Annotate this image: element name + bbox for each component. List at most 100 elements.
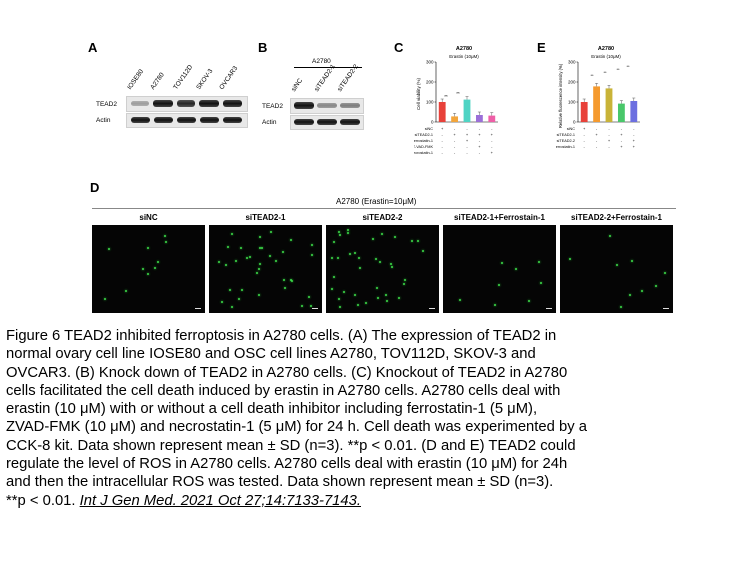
fluorescent-cell [494,304,497,307]
treatment-mark: - [479,126,481,131]
fluorescent-cell [289,239,292,242]
band [294,119,314,125]
figure-caption: Figure 6 TEAD2 inhibited ferroptosis in … [6,327,750,510]
fluorescent-cell [664,272,667,275]
panel-c-sig-2: ** [456,91,460,96]
fluorescent-cell [301,304,304,307]
micrograph-title: siTEAD2-2+Ferrostain-1 [571,213,662,222]
treatment-mark: + [478,132,481,137]
fluorescent-cell [221,301,224,304]
fluorescent-cell [227,246,229,249]
panel-e-axes: 300 200 100 0 [568,60,640,125]
y-tick-label: 300 [426,60,434,65]
bar [580,102,588,122]
fluorescent-cell [258,267,261,270]
scale-bar [663,308,669,309]
panel-a-letter: A [88,40,98,55]
panel-a-row-actin: Actin [96,117,111,124]
fluorescent-cell [330,287,333,290]
fluorescent-cell [376,286,379,289]
fluorescent-cell [156,261,159,264]
fluorescent-cell [217,261,220,264]
treatment-mark: - [608,126,610,131]
panel-b-tead2-blot [290,98,364,114]
treatment-mark: - [584,138,586,143]
treatment-mark: - [442,144,444,149]
treatment-mark: + [583,126,586,131]
fluorescent-cell [654,285,657,288]
band [131,117,150,123]
panel-e-bars [580,83,638,122]
fluorescent-cell [364,301,367,304]
treatment-mark: - [633,132,635,137]
fluorescent-cell [141,268,144,271]
treatment-mark: + [491,132,494,137]
treatment-mark: - [466,150,468,155]
treatment-row-label: Ferrostatin-1 [414,139,433,143]
y-tick-label: 200 [426,80,434,85]
fluorescent-cell [398,296,400,299]
treatment-mark: - [454,150,456,155]
treatment-row-label: Ferrostatin-1 [556,145,575,149]
fluorescent-cell [569,257,572,260]
panel-b-row-actin: Actin [262,119,277,126]
band [223,100,242,107]
caption-citation-link[interactable]: Int J Gen Med. 2021 Oct 27;14:7133-7143. [79,492,361,509]
treatment-row-label: siNC [567,127,575,131]
treatment-mark: + [466,138,469,143]
fluorescent-cell [163,234,166,237]
treatment-mark: + [633,138,636,143]
treatment-mark: - [479,150,481,155]
panel-e-title: A2780 [598,46,614,52]
fluorescent-cell [515,267,518,270]
panel-d-header: A2780 (Erastin=10μM) [336,197,417,206]
panel-a-tead2-blot [126,96,248,112]
fluorescent-cell [390,263,393,266]
bar [488,115,496,122]
treatment-mark: - [454,144,456,149]
fluorescent-cell [342,290,345,293]
fluorescent-cell [422,249,425,252]
fluorescent-cell [231,232,234,235]
band [340,103,360,108]
band [317,119,337,125]
treatment-mark: - [584,132,586,137]
treatment-row-label: siNC [425,127,433,131]
panel-c-title: A2780 [456,46,472,52]
panel-c-bars [438,96,496,122]
fluorescent-cell [258,294,261,297]
lane-label: SKOV-3 [195,67,215,91]
fluorescent-cell [275,260,278,263]
lane-label: A2780 [149,71,166,91]
panel-a-actin-blot [126,113,248,128]
treatment-mark: - [633,126,635,131]
treatment-mark: - [608,144,610,149]
y-tick-label: 100 [568,100,576,105]
treatment-mark: - [608,132,610,137]
fluorescent-cell [261,247,264,250]
micrograph-title: siTEAD2-1 [245,213,286,222]
scale-bar [312,308,318,309]
band [177,100,195,107]
bar [605,88,613,122]
fluorescent-cell [538,261,541,264]
fluorescent-cell [380,233,383,236]
fluorescent-cell [153,267,156,269]
band [294,102,314,109]
lane-label: OVCAR3 [218,65,240,91]
bar [593,86,601,122]
fluorescent-cell [246,256,249,259]
fluorescent-cell [411,239,414,242]
scale-bar [195,308,201,309]
fluorescent-cell [498,283,501,286]
panel-b-group-line [294,67,362,68]
treatment-mark: - [479,138,481,143]
fluorescent-cell [346,229,349,232]
band [177,117,196,123]
treatment-mark: + [441,126,444,131]
panel-c-treatment-table: siNC+----siTEAD2-1-++++Ferrostatin-1--+-… [414,126,494,155]
fluorescent-cell [332,241,335,244]
y-tick-label: 0 [431,120,434,125]
fluorescent-cell [375,258,378,261]
fluorescent-cell [371,237,374,240]
